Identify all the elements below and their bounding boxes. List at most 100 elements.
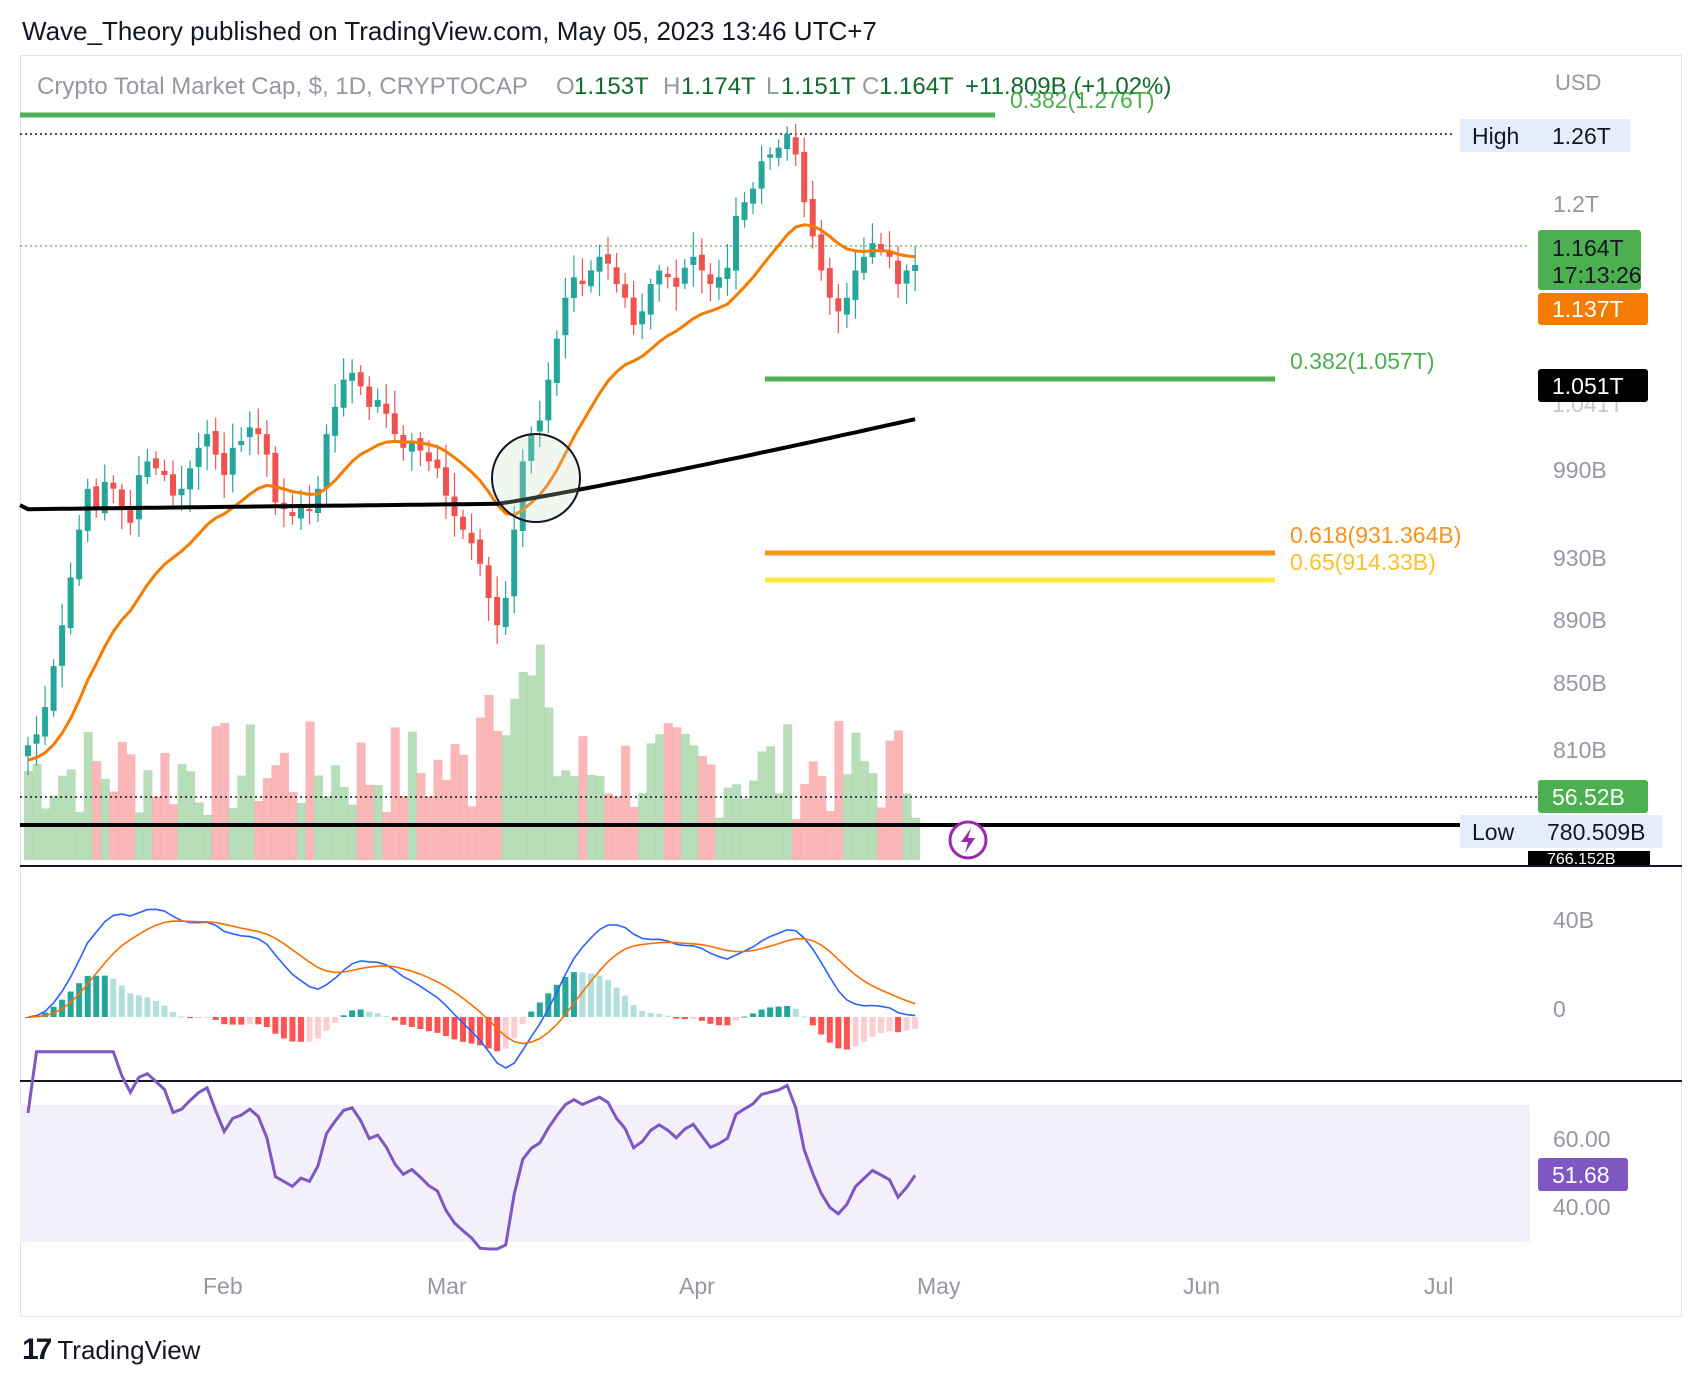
candle-body bbox=[511, 529, 518, 597]
volume-bar bbox=[561, 770, 571, 860]
volume-bar bbox=[911, 817, 921, 860]
macd-bar bbox=[758, 1009, 765, 1017]
volume-bar bbox=[441, 779, 451, 860]
macd-bar bbox=[110, 978, 117, 1017]
price-tick-3: 930B bbox=[1553, 545, 1607, 571]
candle-body bbox=[750, 188, 757, 204]
macd-bar bbox=[647, 1012, 654, 1017]
volume-bar bbox=[254, 801, 264, 860]
macd-tick-40b: 40B bbox=[1553, 907, 1594, 933]
volume-bar bbox=[859, 761, 869, 860]
high-value-bg bbox=[1534, 119, 1630, 152]
candle-body bbox=[127, 509, 134, 523]
volume-bar bbox=[663, 723, 673, 860]
candle-body bbox=[912, 264, 919, 272]
macd-bar bbox=[724, 1017, 731, 1026]
volume-bar bbox=[544, 707, 554, 860]
macd-bar bbox=[664, 1015, 671, 1017]
macd-bar bbox=[630, 1005, 637, 1017]
volume-bar bbox=[143, 770, 153, 860]
ema200-tag bbox=[1538, 369, 1648, 402]
candle-body bbox=[178, 488, 185, 496]
candle-body bbox=[596, 256, 603, 272]
candle-body bbox=[545, 379, 552, 421]
volume-bar bbox=[834, 720, 844, 860]
macd-bar bbox=[272, 1017, 279, 1034]
volume-bar bbox=[672, 727, 682, 860]
price-tick-5: 850B bbox=[1553, 670, 1607, 696]
volume-bar bbox=[885, 740, 895, 860]
macd-bar bbox=[263, 1017, 270, 1028]
ema50-line bbox=[27, 223, 916, 762]
last-price-value: 1.164T bbox=[1552, 235, 1624, 261]
macd-bar bbox=[170, 1012, 177, 1017]
candle-body bbox=[485, 565, 492, 598]
macd-bar bbox=[101, 975, 108, 1017]
rsi-line bbox=[26, 1050, 917, 1251]
volume-bar bbox=[151, 796, 161, 860]
macd-bar bbox=[289, 1017, 296, 1042]
candle-body bbox=[366, 386, 373, 407]
macd-bar bbox=[76, 983, 83, 1017]
candle-body bbox=[255, 428, 262, 435]
macd-bar bbox=[195, 1017, 202, 1019]
macd-bar bbox=[127, 993, 134, 1017]
legend-o-prefix: O bbox=[556, 73, 575, 100]
volume-area bbox=[24, 644, 921, 860]
volume-bar bbox=[484, 694, 494, 860]
volume-bar bbox=[331, 765, 341, 860]
candle-body bbox=[323, 434, 330, 488]
low-value: 780.509B bbox=[1547, 819, 1645, 845]
macd-bar bbox=[843, 1017, 850, 1050]
candle-body bbox=[843, 297, 850, 315]
legend-c-value: 1.164T bbox=[879, 73, 954, 100]
macd-bar bbox=[477, 1017, 484, 1046]
rsi-tick-40: 40.00 bbox=[1553, 1194, 1611, 1220]
macd-bar bbox=[178, 1016, 185, 1018]
rsi-value-tag bbox=[1538, 1158, 1628, 1191]
volume-bar bbox=[373, 784, 383, 860]
macd-bar bbox=[502, 1017, 509, 1049]
candle-body bbox=[741, 202, 748, 220]
volume-value: 56.52B bbox=[1552, 784, 1625, 810]
volume-bar bbox=[706, 764, 716, 860]
macd-bar bbox=[460, 1017, 467, 1042]
candle-body bbox=[613, 267, 620, 285]
candles bbox=[25, 123, 919, 776]
candle-body bbox=[50, 666, 57, 711]
macd-bar bbox=[118, 985, 125, 1017]
macd-bar bbox=[204, 1017, 211, 1018]
rsi-band bbox=[20, 1105, 1530, 1242]
high-value: 1.26T bbox=[1552, 123, 1611, 149]
candle-body bbox=[622, 284, 629, 298]
volume-bar bbox=[527, 675, 537, 860]
volume-bar bbox=[245, 724, 255, 860]
volume-bar bbox=[621, 745, 631, 860]
macd-bar bbox=[306, 1017, 313, 1042]
candle-body bbox=[673, 277, 680, 287]
ema200-line bbox=[19, 417, 916, 512]
macd-bar bbox=[340, 1015, 347, 1017]
price-tick-2: 990B bbox=[1553, 457, 1607, 483]
candle-body bbox=[460, 516, 467, 530]
macd-bar bbox=[246, 1017, 253, 1024]
candle-body bbox=[698, 254, 705, 271]
candle-body bbox=[553, 338, 560, 383]
volume-bar bbox=[476, 717, 486, 860]
chart-frame[interactable] bbox=[20, 55, 1682, 1317]
volume-bar bbox=[766, 746, 776, 860]
macd-bar bbox=[869, 1017, 876, 1037]
volume-bar bbox=[714, 817, 724, 860]
macd-bar bbox=[792, 1008, 799, 1017]
candle-body bbox=[332, 406, 339, 436]
candle-body bbox=[835, 298, 842, 312]
volume-bar bbox=[75, 812, 85, 860]
legend-l-prefix: L bbox=[766, 73, 779, 100]
volume-bar bbox=[868, 773, 878, 860]
volume-bar bbox=[262, 778, 272, 860]
macd-bar bbox=[383, 1016, 390, 1018]
volume-bar bbox=[186, 771, 196, 860]
candle-body bbox=[818, 234, 825, 271]
macd-bar bbox=[895, 1017, 902, 1033]
